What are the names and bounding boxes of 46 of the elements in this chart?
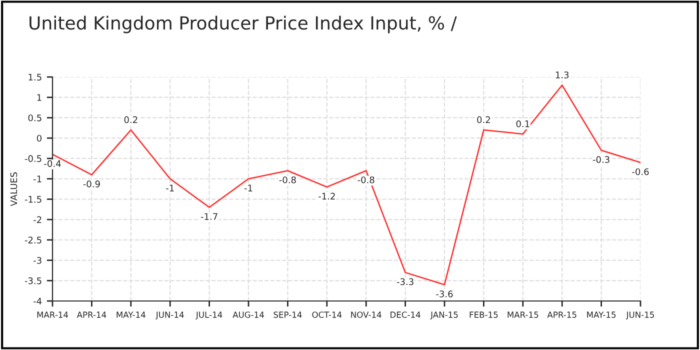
data-label: 1.3 bbox=[556, 72, 569, 78]
x-tick-label: AUG-14 bbox=[232, 312, 264, 318]
y-tick-label: 0.5 bbox=[28, 114, 42, 122]
x-tick-label: OCT-14 bbox=[312, 312, 342, 318]
x-tick-label: JAN-15 bbox=[430, 312, 458, 320]
x-tick-label: SEP-14 bbox=[274, 312, 302, 318]
data-label: -0.8 bbox=[279, 176, 296, 184]
data-label: -0.8 bbox=[358, 176, 374, 184]
data-label: -3.6 bbox=[436, 290, 453, 298]
y-tick-label: -1 bbox=[34, 176, 42, 182]
y-tick-label: -2.5 bbox=[24, 236, 42, 244]
data-label: -1.2 bbox=[318, 192, 335, 200]
y-tick-label: -2 bbox=[34, 216, 42, 223]
data-label: -1 bbox=[244, 184, 252, 192]
data-label: -1 bbox=[166, 184, 174, 192]
x-tick-label: MAR-14 bbox=[37, 312, 68, 318]
y-tick-label: -1.5 bbox=[24, 196, 42, 203]
y-tick-label: -4 bbox=[34, 298, 42, 304]
x-tick-label: NOV-14 bbox=[351, 312, 382, 318]
chart-title: United Kingdom Producer Price Index Input, % / bbox=[30, 16, 457, 34]
data-label: -0.4 bbox=[44, 160, 61, 168]
x-tick-label: JUL-14 bbox=[196, 312, 222, 320]
data-label: -3.3 bbox=[396, 278, 414, 286]
data-label: 0.1 bbox=[516, 120, 530, 128]
x-tick-label: APR-14 bbox=[76, 312, 106, 318]
x-tick-label: APR-15 bbox=[547, 312, 576, 318]
y-tick-label: -0.5 bbox=[24, 155, 42, 162]
data-label: -0.6 bbox=[632, 168, 649, 176]
data-label: 0.2 bbox=[124, 116, 138, 124]
x-tick-label: MAY-15 bbox=[587, 312, 616, 318]
x-tick-label: MAY-14 bbox=[116, 312, 146, 318]
x-tick-label: MAR-15 bbox=[508, 312, 538, 318]
data-label: -1.7 bbox=[200, 213, 218, 220]
x-tick-label: FEB-15 bbox=[470, 312, 498, 318]
y-tick-label: 1 bbox=[37, 94, 42, 101]
data-label: -0.3 bbox=[592, 156, 610, 163]
data-label: 0.2 bbox=[477, 116, 490, 124]
y-tick-label: -3.5 bbox=[24, 277, 42, 284]
x-tick-label: JUN-14 bbox=[155, 312, 184, 320]
y-axis-title: VALUES bbox=[10, 172, 18, 206]
y-tick-label: 0 bbox=[36, 134, 42, 142]
y-tick-label: -3 bbox=[34, 257, 42, 264]
data-label: -0.9 bbox=[83, 180, 100, 188]
x-tick-label: JUN-15 bbox=[626, 312, 654, 320]
y-tick-label: 1.5 bbox=[28, 74, 42, 81]
x-tick-label: DEC-14 bbox=[390, 312, 420, 318]
